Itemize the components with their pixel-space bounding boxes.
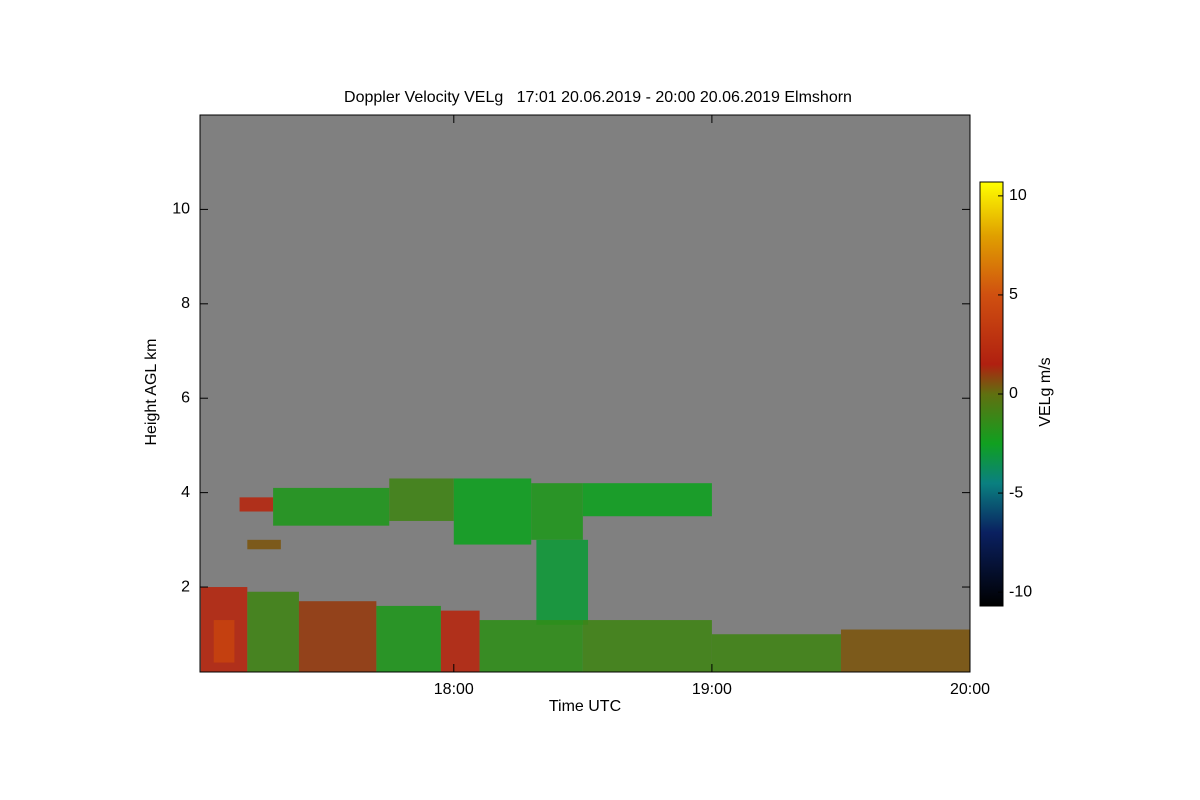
- x-tick-label: 20:00: [950, 681, 990, 698]
- colorbar-tick-label: 10: [1009, 187, 1027, 204]
- echo-region: [440, 610, 480, 672]
- colorbar-tick-label: 0: [1009, 385, 1018, 402]
- y-tick-label: 2: [181, 578, 190, 595]
- echo-region: [247, 539, 281, 550]
- x-tick-label: 18:00: [434, 681, 474, 698]
- echo-region: [298, 601, 377, 672]
- echo-region: [389, 478, 454, 521]
- echo-region: [479, 620, 583, 672]
- x-axis-label: Time UTC: [549, 698, 621, 715]
- echo-region: [840, 629, 970, 672]
- y-axis-label: Height AGL km: [143, 338, 160, 445]
- plot-frame: [199, 114, 971, 673]
- echo-region: [376, 605, 441, 672]
- echo-region: [582, 620, 712, 672]
- echo-region: [453, 478, 532, 545]
- x-tick-label: 19:00: [692, 681, 732, 698]
- y-tick-label: 4: [181, 484, 190, 501]
- echo-region: [582, 483, 712, 517]
- colorbar-tick-label: -5: [1009, 484, 1023, 501]
- colorbar-label: VELg m/s: [1037, 357, 1054, 426]
- echo-region: [711, 634, 841, 672]
- echo-region: [273, 487, 390, 526]
- echo-region: [531, 483, 583, 540]
- chart-title: Doppler Velocity VELg 17:01 20.06.2019 -…: [344, 89, 852, 106]
- y-tick-label: 6: [181, 389, 190, 406]
- echo-region: [239, 497, 274, 512]
- y-tick-label: 10: [172, 201, 190, 218]
- echo-region: [247, 591, 299, 672]
- colorbar-tick-label: 5: [1009, 286, 1018, 303]
- y-tick-label: 8: [181, 295, 190, 312]
- echo-region: [536, 539, 589, 625]
- echo-region: [213, 620, 235, 663]
- colorbar-tick-label: -10: [1009, 583, 1032, 600]
